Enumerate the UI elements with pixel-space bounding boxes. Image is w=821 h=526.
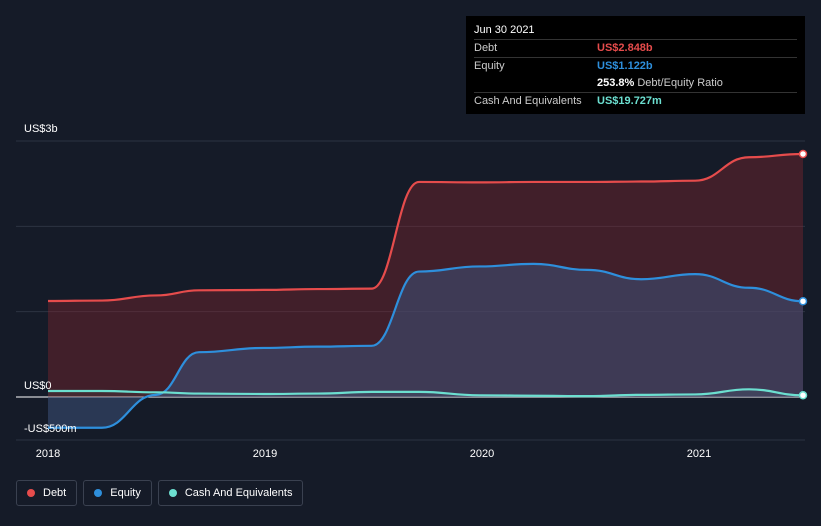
legend-debt-label: Debt: [43, 487, 67, 499]
tooltip-row-debt: Debt US$2.848b: [474, 39, 797, 57]
tooltip-equity-label: Equity: [474, 60, 505, 72]
series-areas: [48, 153, 803, 428]
tooltip-cash-value: US$19.727m: [597, 95, 662, 107]
y-axis: US$3b US$0 -US$500m: [24, 123, 77, 435]
equity-area: [48, 263, 803, 428]
tooltip-debt-value: US$2.848b: [597, 42, 653, 54]
legend: Debt Equity Cash And Equivalents: [16, 480, 304, 506]
debt-dot-icon: [27, 489, 35, 497]
x-tick-label: 2019: [253, 448, 277, 460]
tooltip-equity-value: US$1.122b: [597, 60, 653, 72]
series-lines: [47, 152, 804, 429]
tooltip-row-ratio: 253.8% Debt/Equity Ratio: [474, 75, 797, 92]
tooltip-ratio-label: Debt/Equity Ratio: [637, 77, 723, 89]
x-tick-label: 2020: [470, 448, 494, 460]
cash-line: [48, 388, 804, 398]
tooltip-row-equity: Equity US$1.122b: [474, 57, 797, 75]
y-tick-label: US$0: [24, 380, 52, 392]
x-tick-label: 2018: [36, 448, 60, 460]
tooltip-cash-label: Cash And Equivalents: [474, 95, 582, 107]
equity-dot-icon: [94, 489, 103, 497]
y-tick-label: -US$500m: [24, 423, 77, 435]
cash-area: [48, 389, 803, 397]
x-axis: 2018 2019 2020 2021: [36, 448, 711, 460]
cash-dot-icon: [168, 489, 177, 497]
equity-end-point: [798, 297, 808, 306]
series-end-points: [798, 149, 808, 400]
debt-line: [47, 152, 804, 303]
tooltip-ratio-value: 253.8%: [597, 77, 635, 89]
tooltip-debt-label: Debt: [474, 42, 498, 54]
cash-end-point: [798, 391, 808, 400]
y-tick-label: US$3b: [24, 123, 58, 135]
legend-item-cash[interactable]: Cash And Equivalents: [157, 480, 304, 506]
debt-end-point: [798, 149, 808, 159]
legend-equity-label: Equity: [110, 487, 141, 499]
x-tick-label: 2021: [687, 448, 711, 460]
tooltip: Jun 30 2021 Debt US$2.848b Equity US$1.1…: [466, 16, 805, 114]
legend-cash-label: Cash And Equivalents: [184, 487, 293, 499]
tooltip-date: Jun 30 2021: [474, 24, 535, 36]
legend-item-equity[interactable]: Equity: [83, 480, 152, 506]
legend-item-debt[interactable]: Debt: [16, 480, 78, 506]
tooltip-row-cash: Cash And Equivalents US$19.727m: [474, 92, 797, 110]
